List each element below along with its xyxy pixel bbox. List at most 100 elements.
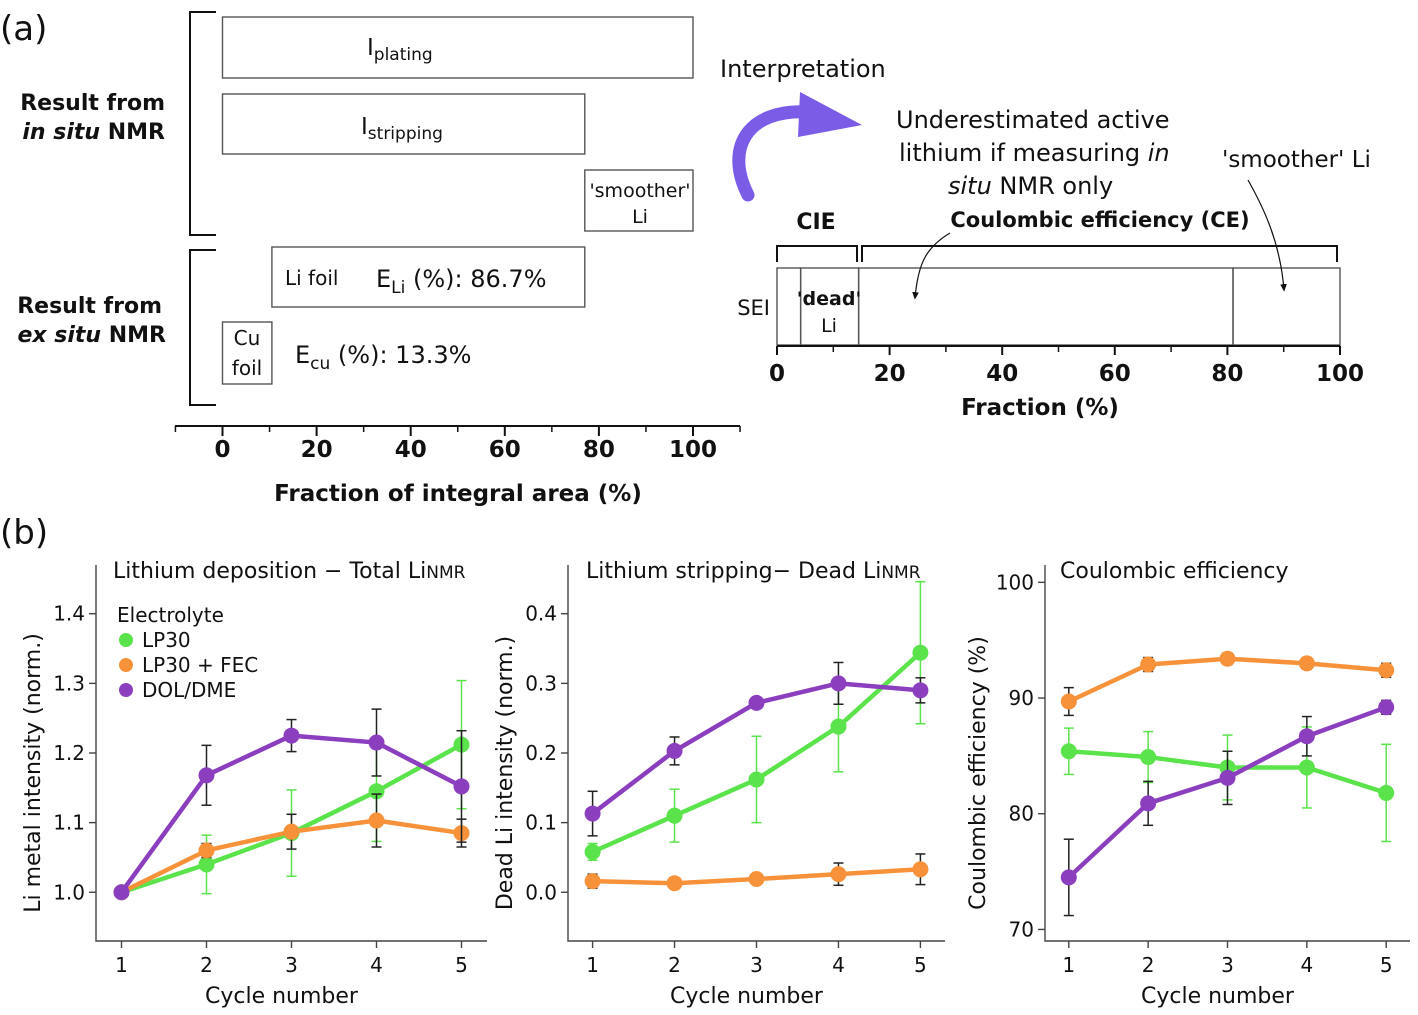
note-line-3: situ NMR only (948, 172, 1113, 200)
line-axis (1044, 565, 1410, 942)
x-tick-label: 2 (200, 953, 213, 977)
a-right-tick-label: 40 (986, 361, 1018, 387)
data-point (912, 682, 929, 699)
a-left-tick-label: 0 (214, 437, 230, 463)
data-point (368, 734, 385, 751)
a-right-tick-label: 20 (874, 361, 906, 387)
data-point (912, 644, 929, 661)
bar-stripping-label: Istripping (361, 114, 443, 144)
bracket-insitu (189, 11, 216, 236)
line-chart-title: Lithium deposition − Total LiNMR (113, 559, 466, 584)
a-right-tick-label: 0 (769, 361, 785, 387)
data-point (113, 884, 130, 901)
panel-label-b: (b) (0, 513, 48, 553)
bar-smoother-li (584, 169, 694, 232)
cie-bracket (776, 245, 858, 262)
bar-smoother-label-2: Li (632, 206, 648, 228)
data-point (912, 861, 929, 878)
data-point (1378, 662, 1395, 679)
bar-li-foil (271, 246, 586, 308)
a-left-tick-label: 80 (583, 437, 615, 463)
x-tick-label: 5 (1380, 953, 1393, 977)
legend-label-lp30: LP30 (142, 628, 191, 652)
interpretation-label: Interpretation (720, 55, 886, 83)
bar-cu-foil-label-2: foil (232, 356, 262, 380)
x-axis-label: Cycle number (205, 984, 359, 1009)
x-tick-label: 2 (1142, 953, 1155, 977)
x-tick-label: 4 (832, 953, 845, 977)
y-axis-label: Li metal intensity (norm.) (21, 633, 46, 913)
series-lp30-fec (584, 853, 929, 892)
y-tick-label: 1.2 (53, 741, 85, 765)
segment-active-li (857, 267, 1234, 346)
line-chart-stripping: Lithium stripping− Dead LiNMR 0.0 0.1 0.2 0.… (493, 559, 945, 1009)
group-label-insitu-line2: in situ NMR (22, 120, 165, 145)
note-line-1: Underestimated active (896, 106, 1170, 134)
data-point (453, 778, 470, 795)
y-tick-label: 1.0 (53, 880, 85, 904)
bar-plating (221, 16, 694, 79)
data-point (368, 812, 385, 829)
data-point (368, 783, 385, 800)
interpretation-arrowhead-icon (798, 92, 862, 137)
x-axis-label: Cycle number (670, 984, 824, 1009)
x-tick-label: 3 (285, 953, 298, 977)
data-point (830, 718, 847, 735)
segment-dead-label-1: 'dead' (797, 288, 862, 310)
data-point (1140, 749, 1157, 766)
bar-cu-foil (221, 321, 273, 385)
legend-marker-dol-dme (119, 683, 133, 697)
y-tick-label: 0.3 (525, 671, 557, 695)
series-dol-dme (1060, 699, 1395, 917)
note-line-2: lithium if measuring in (899, 139, 1170, 167)
line-axis (95, 565, 487, 942)
x-tick-label: 2 (668, 953, 681, 977)
series-dol-dme (113, 708, 470, 901)
data-point (283, 823, 300, 840)
y-axis-label: Coulombic efficiency (%) (966, 636, 991, 910)
data-point (1298, 759, 1315, 776)
x-tick-label: 1 (1062, 953, 1075, 977)
data-point (198, 767, 215, 784)
bracket-exsitu (189, 249, 216, 406)
x-tick-label: 3 (1221, 953, 1234, 977)
segment-dead-label-2: Li (821, 315, 837, 337)
data-point (198, 856, 215, 873)
panel-a-right-chart: Underestimated active lithium if measuri… (737, 106, 1371, 421)
annotation-e-cu: Ecu (%): 13.3% (295, 341, 471, 374)
data-point (1378, 699, 1395, 716)
a-left-tick-label: 100 (669, 437, 717, 463)
panel-a-left-x-label: Fraction of integral area (%) (274, 481, 642, 507)
data-point (1060, 743, 1077, 760)
data-point (1140, 656, 1157, 673)
line-chart-title: Lithium stripping− Dead LiNMR (586, 559, 921, 584)
panel-label-a: (a) (0, 9, 47, 49)
data-point (283, 727, 300, 744)
line-chart-deposition: Lithium deposition − Total LiNMR 1.0 1.1 1.… (21, 559, 487, 1009)
series-lp30 (584, 580, 929, 861)
group-label-insitu-line1: Result from (20, 91, 165, 116)
x-tick-label: 4 (1300, 953, 1313, 977)
note-pointer-arrow (912, 232, 951, 300)
legend-title: Electrolyte (117, 603, 224, 627)
y-tick-label: 80 (1009, 802, 1034, 826)
a-right-tick-label: 80 (1211, 361, 1243, 387)
y-tick-label: 90 (1009, 686, 1034, 710)
data-point (1140, 795, 1157, 812)
a-left-tick-label: 20 (301, 437, 333, 463)
x-axis-label: Cycle number (1141, 984, 1295, 1009)
series-lp30-fec (1060, 650, 1395, 717)
y-tick-label: 1.1 (53, 811, 85, 835)
data-point (1219, 769, 1236, 786)
segment-smoother-li (1232, 267, 1341, 346)
x-tick-label: 1 (115, 953, 128, 977)
data-point (666, 742, 683, 759)
data-point (1378, 784, 1395, 801)
y-tick-label: 100 (996, 570, 1034, 594)
legend: Electrolyte LP30 LP30 + FEC DOL/DME (117, 603, 258, 702)
panel-a-right-x-label: Fraction (%) (961, 395, 1119, 421)
ce-label: Coulombic efficiency (CE) (950, 208, 1249, 232)
data-point (666, 875, 683, 892)
line-chart-title: Coulombic efficiency (1060, 559, 1289, 584)
